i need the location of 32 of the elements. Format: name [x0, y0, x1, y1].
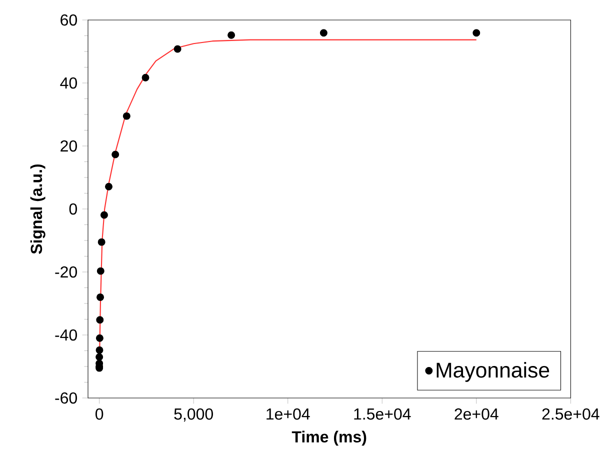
y-tick-label: -20 — [55, 266, 77, 278]
point — [96, 346, 104, 354]
x-tick-label: 1.5e+04 — [354, 408, 411, 420]
point — [174, 45, 182, 53]
y-tick-label: 20 — [60, 140, 77, 152]
y-tick-label: 40 — [60, 77, 77, 89]
point — [100, 211, 108, 219]
point — [96, 293, 104, 301]
y-tick-label: 0 — [69, 203, 77, 215]
point — [96, 316, 104, 324]
point — [472, 29, 480, 37]
y-tick-label: 60 — [60, 14, 77, 26]
point — [228, 31, 236, 39]
point — [112, 150, 120, 158]
point — [105, 182, 112, 190]
y-tick-label: -40 — [55, 329, 77, 341]
x-tick-label: 0 — [95, 408, 104, 420]
x-tick-label: 5,000 — [174, 408, 213, 422]
point — [122, 112, 130, 120]
x-axis-title: Time (ms) — [292, 430, 366, 446]
y-axis-title: Signal (a.u.) — [30, 164, 46, 254]
point — [320, 29, 328, 37]
point — [96, 334, 104, 342]
point — [98, 238, 106, 246]
x-tick-label: 1e+04 — [266, 408, 310, 420]
y-tick-label: -60 — [55, 392, 77, 404]
point — [96, 267, 104, 275]
point — [96, 353, 104, 361]
point — [142, 74, 150, 82]
x-tick-label: 2.5e+04 — [542, 408, 600, 420]
legend-label: Mayonnaise — [436, 362, 550, 382]
x-tick-label: 2e+04 — [454, 408, 498, 420]
